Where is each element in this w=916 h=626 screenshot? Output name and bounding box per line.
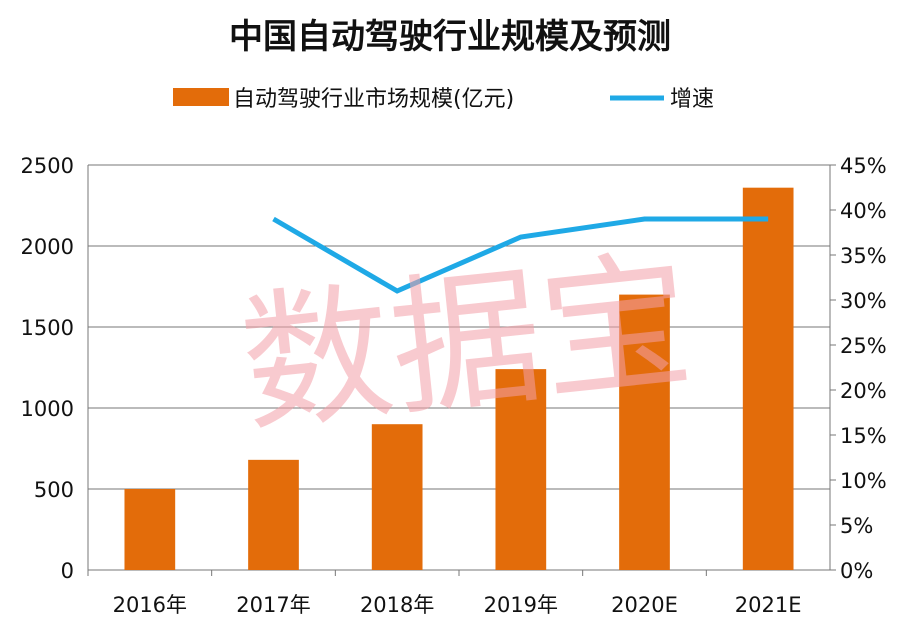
y-left-tick-label: 2000 — [21, 235, 74, 259]
x-tick-label: 2020E — [611, 593, 678, 617]
bar — [248, 459, 299, 570]
y-right-tick-label: 40% — [840, 199, 887, 223]
x-tick-label: 2016年 — [113, 593, 187, 617]
bar — [495, 369, 547, 570]
y-right-tick-label: 30% — [840, 289, 887, 313]
x-tick-label: 2021E — [735, 593, 802, 617]
legend: 自动驾驶行业市场规模(亿元) 增速 — [173, 87, 714, 112]
y-right-tick-label: 35% — [840, 244, 887, 268]
y-left-tick-label: 1000 — [21, 397, 74, 421]
legend-bar-swatch — [173, 88, 229, 106]
x-tick-label: 2017年 — [236, 593, 310, 617]
bar — [371, 424, 423, 570]
y-right-tick-label: 0% — [840, 559, 873, 583]
y-right-tick-label: 25% — [840, 334, 887, 358]
y-right-tick-label: 5% — [840, 514, 873, 538]
y-right-tick-label: 20% — [840, 379, 887, 403]
bar — [619, 294, 670, 570]
legend-line-label: 增速 — [670, 87, 714, 112]
y-left-tick-label: 1500 — [21, 316, 74, 340]
y-left-tick-label: 2500 — [21, 154, 74, 178]
y-left-tick-label: 500 — [34, 478, 74, 502]
y-right-tick-label: 10% — [840, 469, 887, 493]
y-left-tick-label: 0 — [61, 559, 74, 583]
x-tick-label: 2018年 — [360, 593, 434, 617]
chart-title: 中国自动驾驶行业规模及预测 — [229, 17, 671, 57]
x-tick-label: 2019年 — [484, 593, 558, 617]
bar — [124, 489, 176, 570]
plot-area: 0 500 1000 1500 2000 2500 0% 5% 10% 15% 20% 25% 30% 3… — [21, 154, 887, 617]
legend-bar-label: 自动驾驶行业市场规模(亿元) — [233, 87, 514, 112]
y-right-tick-label: 45% — [840, 154, 887, 178]
y-right-tick-label: 15% — [840, 424, 887, 448]
bar — [742, 187, 794, 570]
